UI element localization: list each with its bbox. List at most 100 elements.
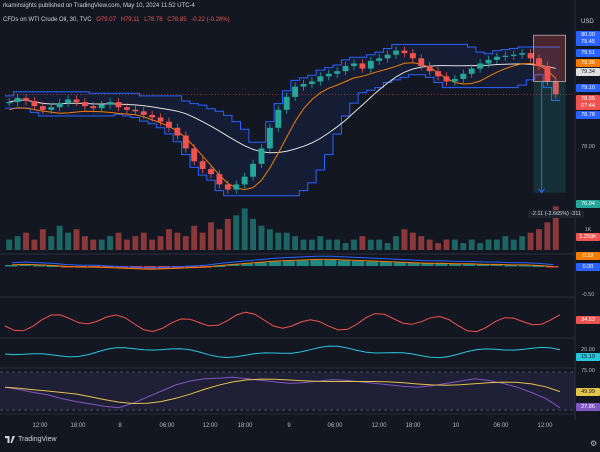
candle-body [115, 102, 122, 108]
macd-histogram-bar [296, 260, 309, 266]
gear-icon[interactable]: ⚙ [590, 439, 598, 448]
candle-body [275, 109, 282, 128]
macd-histogram-bar [102, 266, 115, 268]
candle-body [250, 163, 257, 177]
candle-body [468, 68, 475, 74]
price-bands [5, 43, 560, 197]
change-value: -0.22 (-0.28%) [191, 17, 230, 23]
candle-body [149, 114, 156, 118]
macd-histogram-bar [490, 264, 504, 266]
candle-body [81, 102, 88, 107]
macd-histogram-bar [213, 265, 226, 267]
volume-bar [115, 232, 122, 250]
indicator-value-label: 49.99 [576, 388, 600, 396]
volume-bar [107, 236, 114, 250]
volume-bar [435, 243, 442, 250]
volume-bar [81, 236, 88, 250]
indicator-value-label: 75.00 [581, 368, 595, 374]
macd-histogram-bar [18, 264, 32, 266]
orange-moving-average [9, 62, 557, 191]
indicator-value-label: 27.86 [576, 403, 600, 411]
indicator-value-label: 1.259K [576, 233, 600, 241]
arrow-head-icon [538, 188, 545, 194]
currency-label[interactable]: USD [581, 19, 594, 25]
volume-bar [527, 232, 534, 250]
macd-histogram-bar [462, 264, 476, 266]
indicator-value-label: 0.00 [576, 263, 600, 271]
macd-histogram-bar [338, 260, 351, 266]
candle-body [208, 168, 214, 175]
low-value: L78.78 [144, 17, 163, 23]
volume-bar [359, 236, 366, 250]
tradingview-logo[interactable]: TradingView [5, 436, 57, 443]
price-label: 79.34 [576, 68, 600, 76]
macd-histogram-bar [476, 264, 490, 266]
macd-histogram-bar [435, 263, 448, 266]
volume-bar [451, 239, 458, 250]
candle-body [224, 184, 231, 190]
volume-bar [384, 243, 391, 250]
symbol-legend[interactable]: CFDs on WTI Crude Oil, 30, TVC O79.07 H7… [3, 17, 233, 23]
time-tick-label: 06:00 [327, 423, 343, 429]
time-tick-label: 06:00 [159, 423, 175, 429]
macd-histogram-bar [324, 260, 337, 266]
volume-bar [426, 239, 433, 250]
candle-body [300, 84, 307, 87]
time-tick-label: 18:00 [70, 423, 86, 429]
macd-histogram-bar [365, 261, 379, 266]
candles [6, 46, 559, 194]
candle-body [393, 50, 399, 55]
measure-readout: -2.11 (-2.665%) -311 [528, 210, 584, 218]
volume-bar [23, 232, 29, 250]
candle-body [401, 50, 408, 54]
candle-body [317, 76, 324, 82]
candle-body [325, 73, 332, 77]
volume-bar [468, 239, 475, 250]
candle-body [409, 53, 416, 59]
time-tick-label: 12:00 [537, 423, 553, 429]
macd-histogram-bar [393, 262, 406, 266]
price-label: 79.51 [576, 49, 600, 57]
upper-band [5, 43, 560, 143]
macd-histogram-bar [268, 261, 282, 266]
candle-body [90, 106, 97, 109]
indicator-value-label: 0.19 [576, 252, 600, 260]
rsi-signal-line [4, 378, 561, 405]
rsi-band [0, 372, 575, 410]
candle-body [426, 66, 433, 72]
macd-histogram-bar [379, 262, 393, 266]
candle-body [418, 58, 425, 67]
price-label: 78.00 [576, 143, 600, 151]
candle-body [527, 53, 534, 59]
volume-bar [418, 236, 425, 250]
symbol-name[interactable]: CFDs on WTI Crude Oil, 30, TVC [3, 17, 92, 23]
candle-body [443, 76, 450, 82]
macd-histogram-bar [185, 266, 198, 268]
candle-body [56, 103, 63, 108]
macd-histogram-bar [518, 265, 531, 267]
short-position-drawing[interactable] [5, 34, 575, 194]
candle-body [166, 121, 172, 128]
volume-bar [48, 236, 55, 250]
lower-band [5, 74, 560, 197]
volume-bar [477, 243, 484, 250]
candle-body [342, 66, 349, 72]
candle-body [199, 161, 206, 169]
candle-body [552, 81, 559, 95]
volume-bar [376, 239, 383, 250]
volume-bar [266, 229, 273, 250]
volume-bar [90, 239, 97, 250]
logo-text: TradingView [18, 436, 57, 443]
indicator-value-label: 34.53 [576, 316, 600, 324]
macd-histogram-bar [532, 265, 545, 267]
time-tick-label: 12:00 [32, 423, 48, 429]
volume-bar [367, 239, 374, 250]
volume-bar [536, 229, 542, 250]
candle-body [233, 184, 240, 190]
volume-bar [6, 239, 13, 250]
candle-body [31, 101, 38, 107]
volume-bar [149, 239, 156, 250]
candle-body [182, 135, 189, 149]
